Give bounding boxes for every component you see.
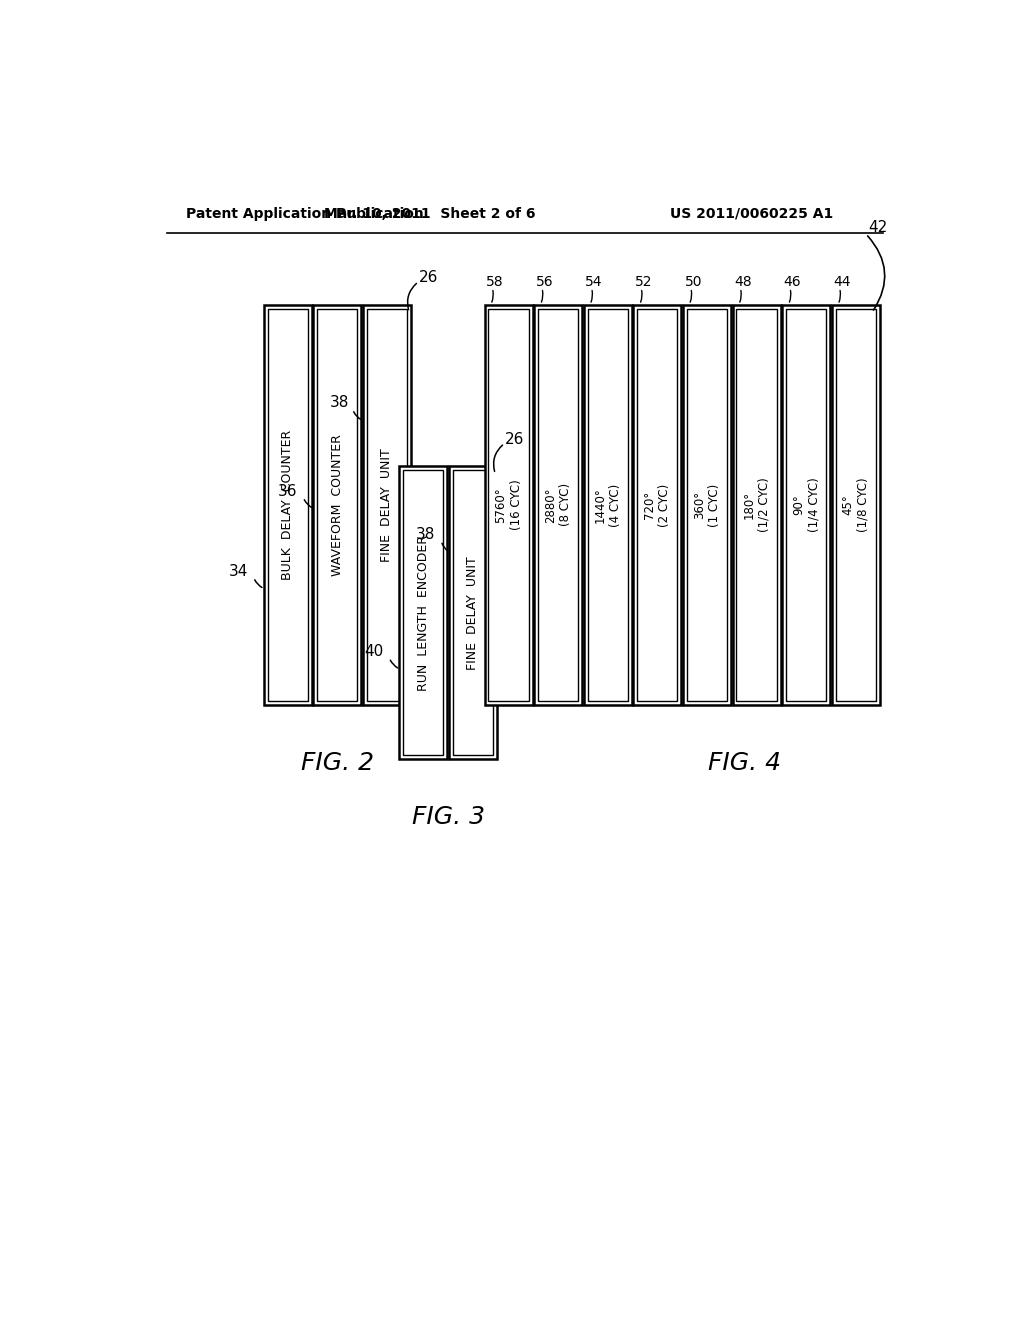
Text: 5760°
(16 CYC): 5760° (16 CYC) bbox=[495, 479, 522, 531]
Bar bbox=[683, 305, 731, 705]
Text: FINE  DELAY  UNIT: FINE DELAY UNIT bbox=[466, 556, 479, 669]
Bar bbox=[488, 309, 528, 701]
Text: 38: 38 bbox=[331, 396, 349, 411]
Bar bbox=[687, 309, 727, 701]
Bar bbox=[313, 305, 361, 705]
Text: 26: 26 bbox=[419, 271, 438, 285]
Text: 42: 42 bbox=[868, 220, 888, 235]
Bar bbox=[584, 305, 632, 705]
Text: 720°
(2 CYC): 720° (2 CYC) bbox=[643, 483, 672, 527]
Bar bbox=[538, 309, 579, 701]
Text: 56: 56 bbox=[536, 275, 553, 289]
Text: 90°
(1/4 CYC): 90° (1/4 CYC) bbox=[793, 478, 820, 532]
Bar bbox=[637, 309, 678, 701]
Bar bbox=[633, 305, 681, 705]
Text: 58: 58 bbox=[486, 275, 504, 289]
Text: 46: 46 bbox=[783, 275, 801, 289]
Bar bbox=[484, 305, 532, 705]
Bar bbox=[732, 305, 780, 705]
Text: Patent Application Publication: Patent Application Publication bbox=[186, 207, 424, 220]
Text: 45°
(1/8 CYC): 45° (1/8 CYC) bbox=[842, 478, 869, 532]
Text: FIG. 3: FIG. 3 bbox=[412, 805, 484, 829]
Text: 180°
(1/2 CYC): 180° (1/2 CYC) bbox=[742, 478, 770, 532]
Text: 1440°
(4 CYC): 1440° (4 CYC) bbox=[594, 483, 622, 527]
Text: 360°
(1 CYC): 360° (1 CYC) bbox=[693, 483, 721, 527]
Text: Mar. 10, 2011  Sheet 2 of 6: Mar. 10, 2011 Sheet 2 of 6 bbox=[325, 207, 536, 220]
Text: 52: 52 bbox=[635, 275, 652, 289]
Bar bbox=[362, 305, 411, 705]
Bar bbox=[453, 470, 493, 755]
Text: FINE  DELAY  UNIT: FINE DELAY UNIT bbox=[380, 447, 393, 562]
Text: 26: 26 bbox=[505, 432, 524, 447]
Bar bbox=[263, 305, 311, 705]
Bar bbox=[267, 309, 308, 701]
Bar bbox=[782, 305, 830, 705]
Bar bbox=[786, 309, 826, 701]
Bar bbox=[588, 309, 628, 701]
Text: 44: 44 bbox=[834, 275, 851, 289]
Bar bbox=[736, 309, 776, 701]
Text: 54: 54 bbox=[586, 275, 603, 289]
Bar bbox=[367, 309, 407, 701]
Text: WAVEFORM  COUNTER: WAVEFORM COUNTER bbox=[331, 434, 344, 576]
Text: 40: 40 bbox=[365, 644, 384, 659]
Bar bbox=[831, 305, 880, 705]
Bar bbox=[836, 309, 876, 701]
Text: 50: 50 bbox=[684, 275, 701, 289]
Text: 38: 38 bbox=[417, 527, 435, 543]
Text: 48: 48 bbox=[734, 275, 752, 289]
Bar bbox=[403, 470, 443, 755]
Text: US 2011/0060225 A1: US 2011/0060225 A1 bbox=[671, 207, 834, 220]
Text: FIG. 2: FIG. 2 bbox=[301, 751, 374, 775]
Text: 36: 36 bbox=[279, 483, 298, 499]
Text: BULK  DELAY  COUNTER: BULK DELAY COUNTER bbox=[282, 430, 294, 579]
Bar bbox=[449, 466, 497, 759]
Text: RUN  LENGTH  ENCODER: RUN LENGTH ENCODER bbox=[417, 535, 430, 690]
Text: 34: 34 bbox=[228, 564, 248, 578]
Bar bbox=[399, 466, 447, 759]
Text: 2880°
(8 CYC): 2880° (8 CYC) bbox=[544, 483, 572, 527]
Bar bbox=[535, 305, 583, 705]
Bar bbox=[317, 309, 357, 701]
Text: FIG. 4: FIG. 4 bbox=[709, 751, 781, 775]
